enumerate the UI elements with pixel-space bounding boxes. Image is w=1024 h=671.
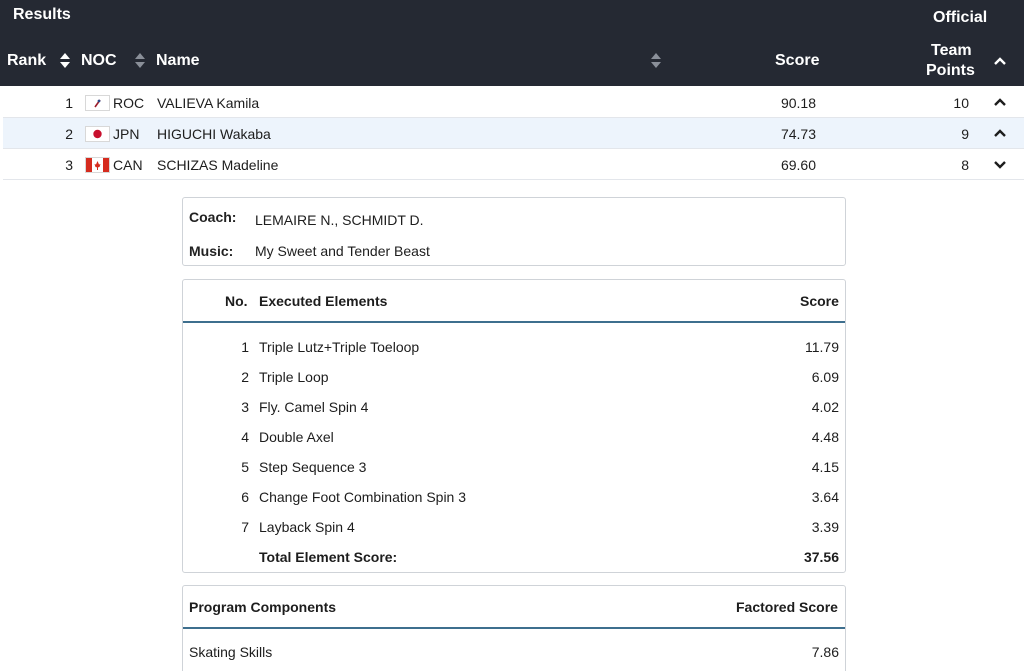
results-title: Results (13, 6, 71, 23)
element-score: 4.48 (811, 429, 839, 445)
element-row: 4 Double Axel 4.48 (183, 422, 845, 452)
collapse-chevron-up-icon[interactable] (993, 95, 1007, 109)
element-number: 5 (241, 459, 249, 475)
noc-code: ROC (113, 95, 145, 111)
element-number: 4 (241, 429, 249, 445)
element-name: Triple Lutz+Triple Toeloop (259, 339, 420, 355)
official-status: Official (933, 9, 988, 26)
team-points: 8 (961, 157, 969, 173)
total-element-score-row: Total Element Score: 37.56 (183, 542, 845, 572)
element-name: Double Axel (259, 429, 334, 445)
element-name: Change Foot Combination Spin 3 (259, 489, 467, 505)
column-header-name[interactable]: Name (156, 52, 200, 69)
rank-value: 2 (65, 126, 73, 142)
athlete-score: 69.60 (780, 157, 816, 173)
japan-flag-icon (85, 126, 110, 142)
element-row: 2 Triple Loop 6.09 (183, 362, 845, 392)
executed-elements-table: No. Executed Elements Score 1 Triple Lut… (182, 279, 846, 573)
athlete-info-panel: Coach: LEMAIRE N., SCHMIDT D. Music: My … (182, 197, 846, 266)
element-row: 6 Change Foot Combination Spin 3 3.64 (183, 482, 845, 512)
total-element-score-label: Total Element Score: (259, 549, 398, 565)
element-score: 4.02 (811, 399, 839, 415)
athlete-name[interactable]: SCHIZAS Madeline (157, 157, 279, 173)
name-sort-icon[interactable] (651, 53, 661, 69)
athlete-name[interactable]: VALIEVA Kamila (157, 95, 260, 111)
column-header-element-score: Score (800, 293, 839, 309)
coach-label: Coach: (189, 209, 237, 225)
element-row: 7 Layback Spin 4 3.39 (183, 512, 845, 542)
column-header-factored-score: Factored Score (736, 599, 838, 615)
element-number: 1 (241, 339, 249, 355)
element-row: 5 Step Sequence 3 4.15 (183, 452, 845, 482)
element-score: 4.15 (811, 459, 839, 475)
team-points: 10 (953, 95, 969, 111)
element-name: Fly. Camel Spin 4 (259, 399, 369, 415)
result-row[interactable]: 3 CAN SCHIZAS Madeline 69.60 8 (3, 149, 1024, 180)
result-row[interactable]: 2 JPN HIGUCHI Wakaba 74.73 9 (3, 118, 1024, 149)
music-value: My Sweet and Tender Beast (255, 243, 430, 259)
rank-value: 1 (65, 95, 73, 111)
program-components-table: Program Components Factored Score Skatin… (182, 585, 846, 671)
element-score: 11.79 (805, 339, 839, 355)
expand-chevron-down-icon[interactable] (993, 157, 1007, 171)
athlete-score: 74.73 (780, 126, 816, 142)
column-header-score[interactable]: Score (775, 52, 820, 69)
noc-sort-icon[interactable] (135, 53, 145, 69)
noc-code: CAN (113, 157, 143, 173)
column-header-program-components: Program Components (189, 599, 337, 615)
noc-code: JPN (113, 126, 140, 142)
athlete-name[interactable]: HIGUCHI Wakaba (157, 126, 271, 142)
element-name: Step Sequence 3 (259, 459, 367, 475)
element-score: 6.09 (811, 369, 839, 385)
column-header-noc[interactable]: NOC (81, 52, 117, 69)
canada-flag-icon (85, 157, 110, 173)
column-header-team-points-line1: Team (931, 42, 972, 59)
element-score: 3.39 (811, 519, 839, 535)
component-name: Skating Skills (189, 644, 273, 660)
elements-table-header: No. Executed Elements Score (183, 280, 845, 323)
rank-value: 3 (65, 157, 73, 173)
element-name: Layback Spin 4 (259, 519, 355, 535)
rank-sort-icon[interactable] (60, 53, 70, 69)
team-points: 9 (961, 126, 969, 142)
results-header: Results Official Rank NOC Name Score Tea… (0, 0, 1024, 86)
component-score: 7.86 (811, 644, 839, 660)
roc-flag-icon (85, 95, 110, 111)
column-header-rank[interactable]: Rank (7, 52, 47, 69)
element-number: 7 (241, 519, 249, 535)
element-number: 2 (241, 369, 249, 385)
component-row: Skating Skills 7.86 (183, 637, 845, 667)
coach-value: LEMAIRE N., SCHMIDT D. (255, 212, 424, 228)
result-row[interactable]: 1 ROC VALIEVA Kamila 90.18 10 (3, 87, 1024, 118)
element-row: 3 Fly. Camel Spin 4 4.02 (183, 392, 845, 422)
column-header-no: No. (225, 293, 248, 309)
element-name: Triple Loop (259, 369, 329, 385)
music-label: Music: (189, 243, 234, 259)
column-header-team-points-line2: Points (926, 62, 975, 79)
collapse-all-chevron-up-icon[interactable] (993, 54, 1007, 68)
total-element-score-value: 37.56 (803, 549, 839, 565)
column-header-executed-elements: Executed Elements (259, 293, 388, 309)
components-table-header: Program Components Factored Score (183, 586, 845, 629)
element-row: 1 Triple Lutz+Triple Toeloop 11.79 (183, 332, 845, 362)
element-number: 3 (241, 399, 249, 415)
element-score: 3.64 (811, 489, 839, 505)
athlete-score: 90.18 (780, 95, 816, 111)
element-number: 6 (241, 489, 249, 505)
collapse-chevron-up-icon[interactable] (993, 126, 1007, 140)
